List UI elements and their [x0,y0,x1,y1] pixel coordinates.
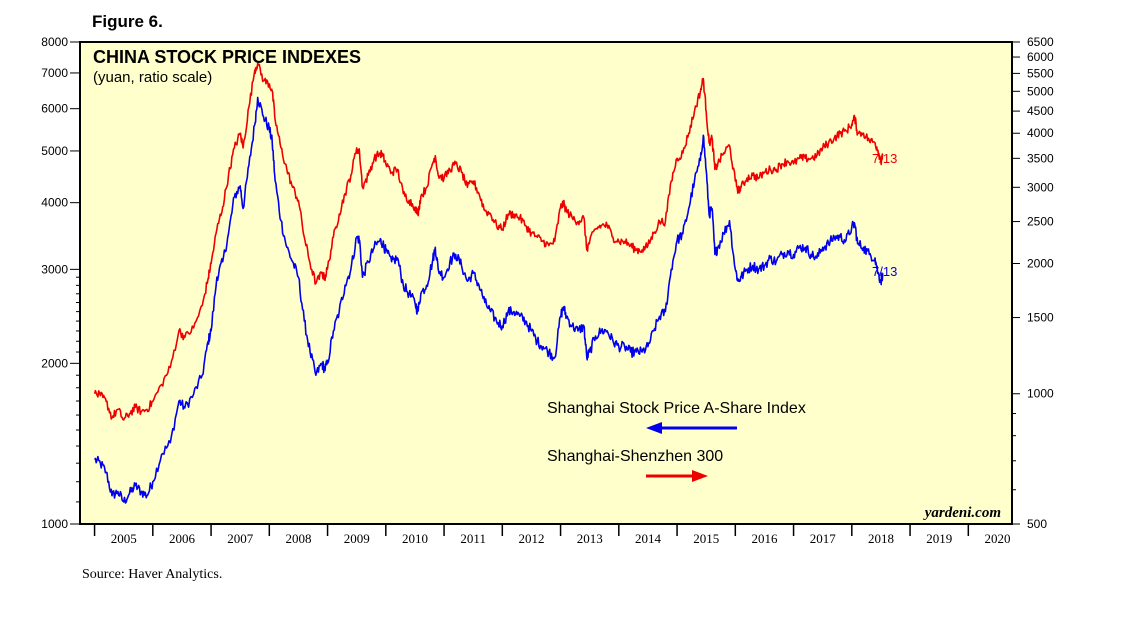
x-tick-label: 2009 [344,531,370,546]
x-tick-label: 2011 [460,531,486,546]
x-tick-label: 2020 [984,531,1010,546]
x-tick-label: 2016 [751,531,778,546]
legend-arrowhead-csi300 [692,470,708,482]
x-tick-label: 2010 [402,531,428,546]
chart-subtitle: (yuan, ratio scale) [93,69,212,86]
x-tick-label: 2005 [111,531,137,546]
x-tick-label: 2006 [169,531,196,546]
y-left-tick-label: 3000 [41,262,68,276]
y-left-tick-label: 4000 [41,196,68,210]
y-right-tick-label: 1000 [1027,387,1054,401]
y-right-tick-label: 6000 [1027,50,1054,64]
watermark: yardeni.com [923,505,1001,521]
y-left-tick-label: 5000 [41,144,68,158]
y-right-tick-label: 5000 [1027,84,1054,98]
figure-label: Figure 6. [92,12,163,31]
legend [646,422,737,482]
axes: 1000 2000 3000 4000 5000 6000 7000 8000 500 1000 1… [41,35,1054,546]
y-right-tick-label: 4000 [1027,126,1054,140]
x-tick-label: 2008 [285,531,311,546]
plot-area [80,42,1012,524]
series-layer [93,62,884,504]
series-line-a-share [93,96,884,504]
y-right-tick-label: 3500 [1027,151,1054,165]
y-left-tick-label: 7000 [41,66,68,80]
plot-frame [79,41,1013,525]
legend-arrowhead-a-share [646,422,662,434]
y-left-tick-label: 8000 [41,35,68,49]
chart-title: CHINA STOCK PRICE INDEXES [93,47,361,67]
x-tick-label: 2017 [810,531,837,546]
end-label-csi300: 7/13 [872,151,897,166]
source-note: Source: Haver Analytics. [82,567,222,582]
x-tick-label: 2019 [926,531,952,546]
x-tick-label: 2012 [518,531,544,546]
y-left-tick-label: 1000 [41,517,68,531]
plot-background [80,42,1012,524]
x-tick-label: 2015 [693,531,719,546]
end-label-a-share: 7/13 [872,264,897,279]
legend-label-shanghai-shenzhen-300: Shanghai-Shenzhen 300 [547,448,723,465]
x-tick-label: 2018 [868,531,894,546]
y-right-tick-label: 3000 [1027,180,1054,194]
y-right-tick-label: 6500 [1027,35,1054,49]
y-right-tick-label: 2500 [1027,215,1054,229]
y-right-tick-label: 2000 [1027,256,1054,270]
y-right-tick-label: 4500 [1027,104,1054,118]
x-tick-label: 2007 [227,531,254,546]
y-right-tick-label: 500 [1027,517,1047,531]
y-right-tick-label: 5500 [1027,66,1054,80]
x-tick-label: 2013 [577,531,603,546]
series-line-csi300 [93,62,884,421]
legend-label-shanghai-a-share: Shanghai Stock Price A-Share Index [547,400,806,417]
text-layer: CHINA STOCK PRICE INDEXES (yuan, ratio s… [82,47,1001,582]
y-right-tick-label: 1500 [1027,311,1054,325]
y-left-tick-label: 2000 [41,356,68,370]
y-left-tick-label: 6000 [41,102,68,116]
x-tick-label: 2014 [635,531,662,546]
